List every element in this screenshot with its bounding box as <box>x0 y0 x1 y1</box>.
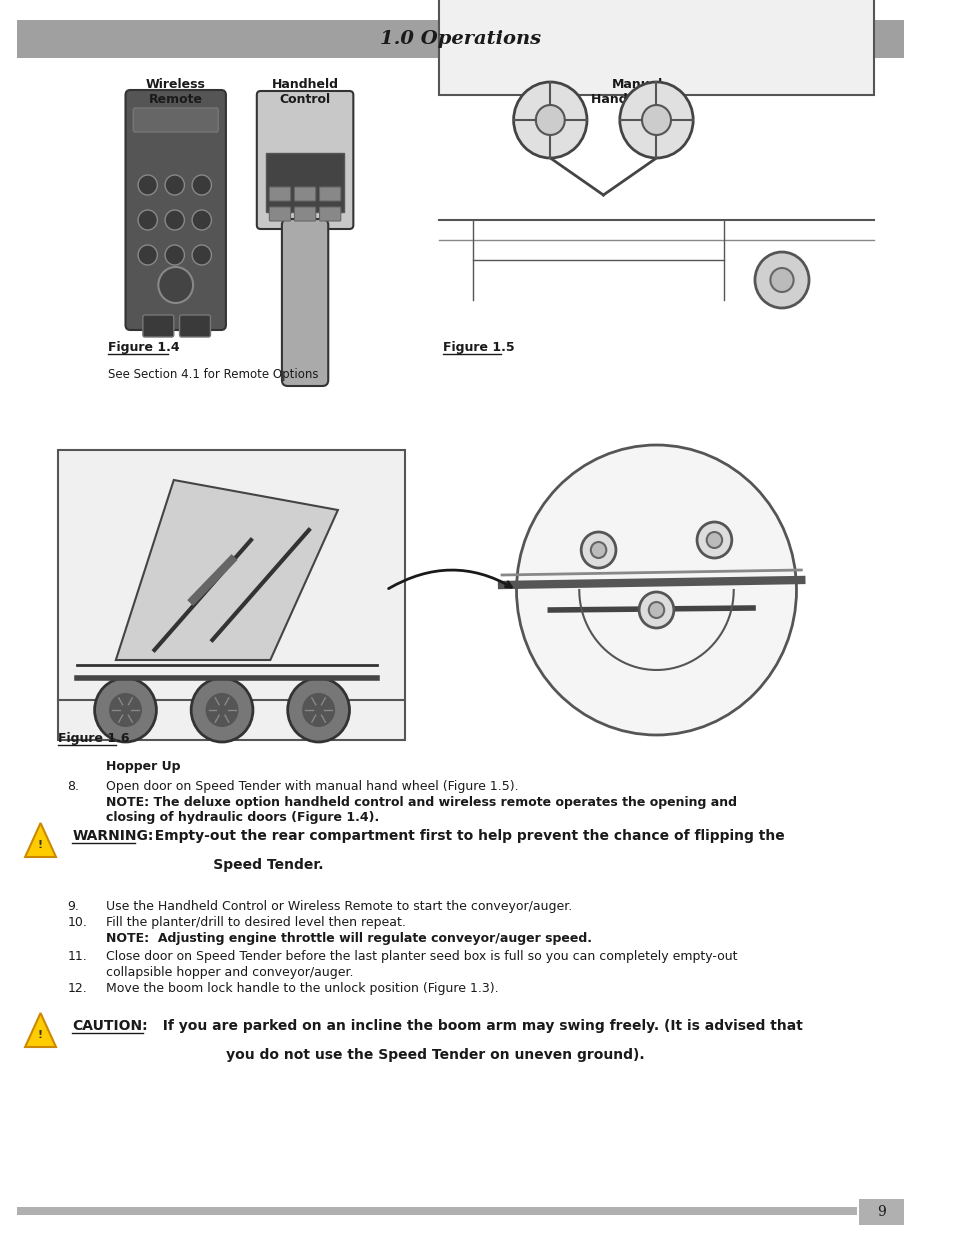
Text: Fill the planter/drill to desired level then repeat.: Fill the planter/drill to desired level … <box>106 916 406 929</box>
Text: 1.0 Operations: 1.0 Operations <box>379 30 540 48</box>
Text: NOTE:  Adjusting engine throttle will regulate conveyor/auger speed.: NOTE: Adjusting engine throttle will reg… <box>106 932 592 945</box>
Circle shape <box>192 245 212 266</box>
Text: Close door on Speed Tender before the last planter seed box is full so you can c: Close door on Speed Tender before the la… <box>106 950 737 963</box>
Text: Manual
Hand Wheels: Manual Hand Wheels <box>591 78 682 106</box>
FancyBboxPatch shape <box>319 207 340 221</box>
Text: Empty-out the rear compartment first to help prevent the chance of flipping the: Empty-out the rear compartment first to … <box>145 829 783 844</box>
Text: Hopper Up: Hopper Up <box>106 760 180 773</box>
Circle shape <box>138 175 157 195</box>
Circle shape <box>165 175 184 195</box>
FancyBboxPatch shape <box>133 107 218 132</box>
Circle shape <box>303 694 334 726</box>
Circle shape <box>138 210 157 230</box>
Text: !: ! <box>38 840 43 850</box>
Text: 10.: 10. <box>68 916 88 929</box>
Circle shape <box>165 210 184 230</box>
FancyBboxPatch shape <box>143 315 173 337</box>
Circle shape <box>138 245 157 266</box>
Text: NOTE: The deluxe option handheld control and wireless remote operates the openin: NOTE: The deluxe option handheld control… <box>106 797 737 824</box>
Text: 11.: 11. <box>68 950 88 963</box>
Text: If you are parked on an incline the boom arm may swing freely. (It is advised th: If you are parked on an incline the boom… <box>152 1019 801 1032</box>
Text: See Section 4.1 for Remote Options: See Section 4.1 for Remote Options <box>108 368 318 382</box>
Text: CAUTION:: CAUTION: <box>72 1019 148 1032</box>
Text: Use the Handheld Control or Wireless Remote to start the conveyor/auger.: Use the Handheld Control or Wireless Rem… <box>106 900 572 913</box>
FancyBboxPatch shape <box>294 186 315 201</box>
Text: 9.: 9. <box>68 900 79 913</box>
Circle shape <box>207 694 237 726</box>
Circle shape <box>706 532 721 548</box>
FancyBboxPatch shape <box>266 153 343 212</box>
Circle shape <box>536 105 564 135</box>
Circle shape <box>192 175 212 195</box>
Text: 12.: 12. <box>68 982 88 995</box>
Circle shape <box>754 252 808 308</box>
Circle shape <box>513 82 586 158</box>
Circle shape <box>590 542 606 558</box>
FancyBboxPatch shape <box>859 1199 902 1225</box>
FancyBboxPatch shape <box>438 0 873 95</box>
Circle shape <box>192 210 212 230</box>
Text: Handheld
Control: Handheld Control <box>272 78 338 106</box>
Circle shape <box>110 694 141 726</box>
Text: you do not use the Speed Tender on uneven ground).: you do not use the Speed Tender on uneve… <box>152 1049 643 1062</box>
FancyBboxPatch shape <box>17 1207 857 1215</box>
Circle shape <box>580 532 616 568</box>
Circle shape <box>697 522 731 558</box>
Circle shape <box>619 82 693 158</box>
Polygon shape <box>25 1013 56 1047</box>
Text: WARNING:: WARNING: <box>72 829 153 844</box>
FancyBboxPatch shape <box>319 186 340 201</box>
FancyBboxPatch shape <box>256 91 353 228</box>
Text: Figure 1.5: Figure 1.5 <box>443 341 515 354</box>
Text: Figure 1.4: Figure 1.4 <box>108 341 179 354</box>
Circle shape <box>94 678 156 742</box>
FancyBboxPatch shape <box>58 450 405 740</box>
Circle shape <box>648 601 663 618</box>
FancyBboxPatch shape <box>282 219 328 387</box>
Circle shape <box>288 678 349 742</box>
Text: 9: 9 <box>876 1205 885 1219</box>
Polygon shape <box>25 823 56 857</box>
FancyBboxPatch shape <box>126 90 226 330</box>
Circle shape <box>639 592 673 629</box>
Circle shape <box>516 445 796 735</box>
Circle shape <box>191 678 253 742</box>
Text: Figure 1.6: Figure 1.6 <box>58 732 130 745</box>
Text: Move the boom lock handle to the unlock position (Figure 1.3).: Move the boom lock handle to the unlock … <box>106 982 498 995</box>
FancyBboxPatch shape <box>269 186 291 201</box>
Circle shape <box>158 267 193 303</box>
Text: Speed Tender.: Speed Tender. <box>145 858 323 872</box>
Text: 8.: 8. <box>68 781 79 793</box>
Polygon shape <box>115 480 337 659</box>
Text: Open door on Speed Tender with manual hand wheel (Figure 1.5).: Open door on Speed Tender with manual ha… <box>106 781 518 793</box>
Text: !: ! <box>38 1030 43 1040</box>
FancyBboxPatch shape <box>294 207 315 221</box>
Text: collapsible hopper and conveyor/auger.: collapsible hopper and conveyor/auger. <box>106 966 354 979</box>
Circle shape <box>770 268 793 291</box>
Circle shape <box>641 105 670 135</box>
FancyBboxPatch shape <box>179 315 211 337</box>
FancyBboxPatch shape <box>269 207 291 221</box>
FancyBboxPatch shape <box>17 20 902 58</box>
Circle shape <box>165 245 184 266</box>
Text: Wireless
Remote: Wireless Remote <box>146 78 206 106</box>
